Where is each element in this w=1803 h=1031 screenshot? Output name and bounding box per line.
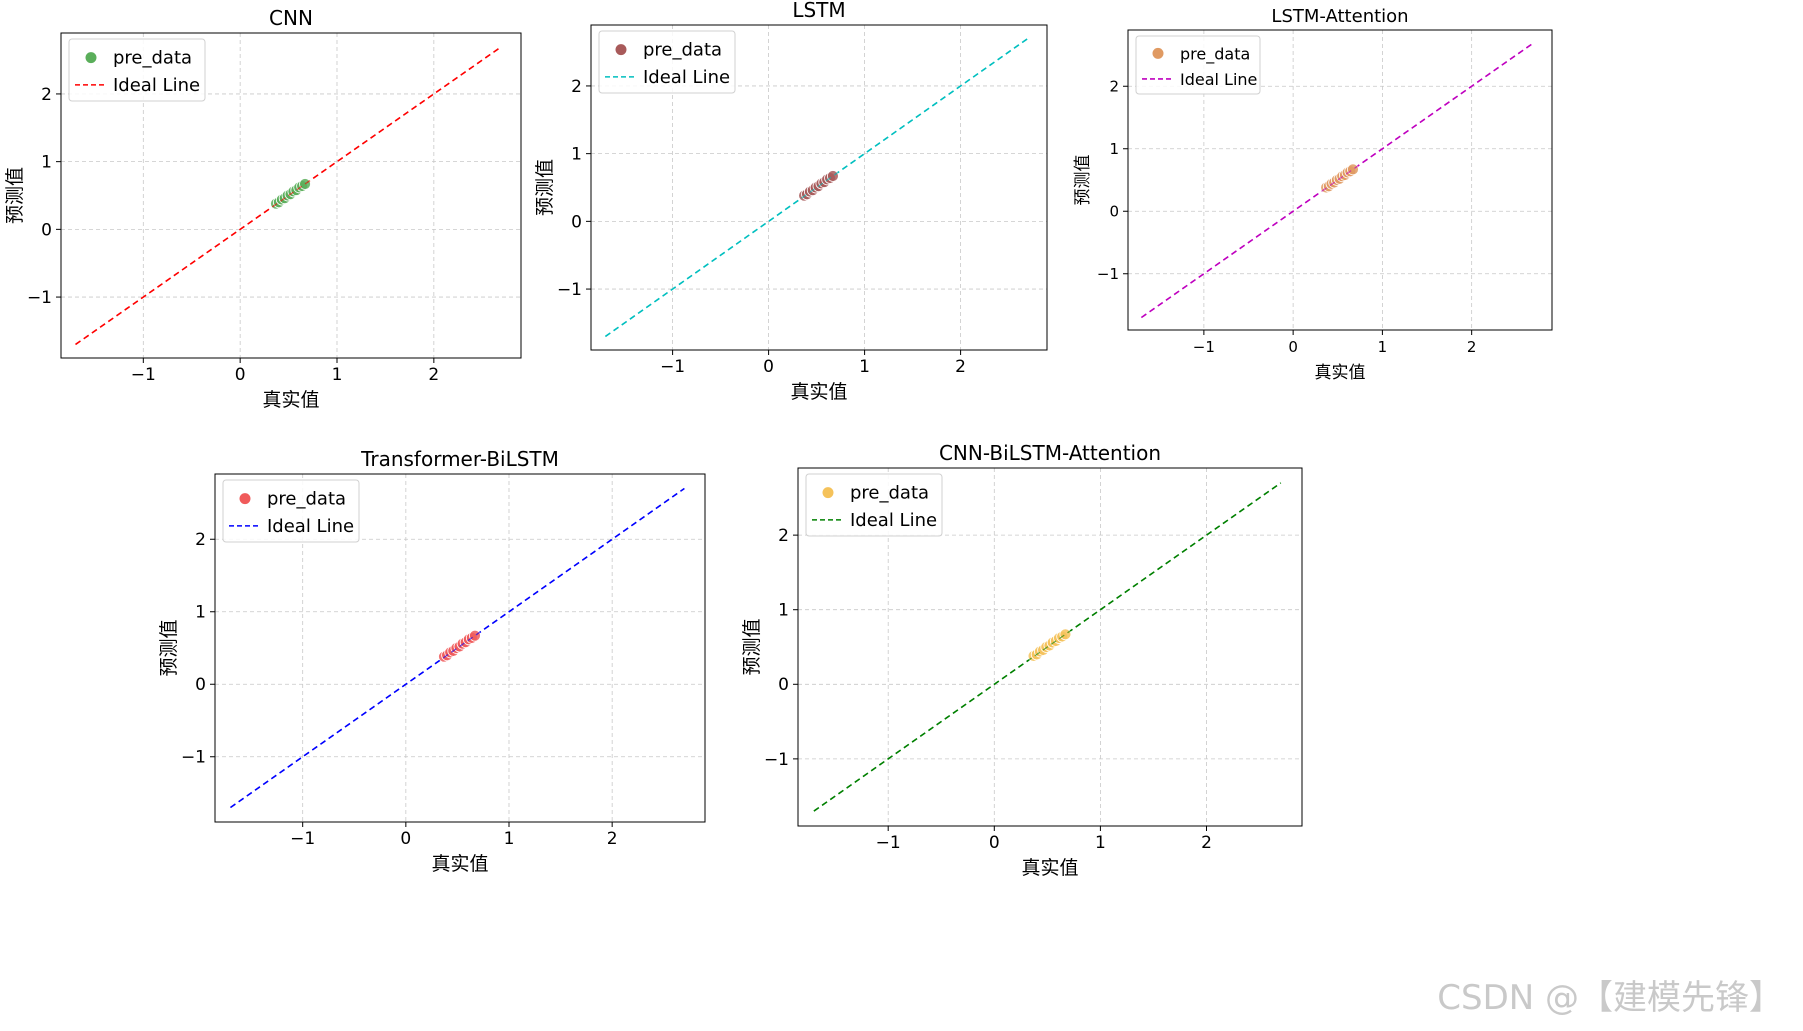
x-tick-label: −1 (876, 833, 901, 853)
x-tick-label: 2 (1467, 338, 1477, 356)
axes-frame (590, 24, 1048, 351)
ideal-line-overlay (813, 482, 1282, 812)
x-tick-label: 0 (400, 829, 411, 849)
x-tick-label: 2 (955, 357, 966, 377)
x-tick-label: −1 (1193, 338, 1215, 356)
chart-title: LSTM (792, 0, 845, 22)
chart-panel-4: −1 0 1 2 −1 0 1 2 Transformer-BiLSTM 真实值 预测值 pre_da… (158, 447, 706, 875)
y-tick-label: −1 (1097, 265, 1119, 283)
legend-label-line: Ideal Line (643, 67, 730, 88)
legend-marker-scatter (822, 487, 834, 499)
legend-label-scatter: pre_data (267, 489, 346, 510)
x-tick-label: 2 (1201, 833, 1212, 853)
data-point (1059, 628, 1072, 641)
x-tick-label: 2 (428, 365, 439, 385)
legend-label-scatter: pre_data (113, 48, 192, 69)
x-axis-label: 真实值 (790, 381, 847, 403)
y-axis-label: 预测值 (1073, 155, 1093, 206)
axes-frame (797, 467, 1303, 827)
legend: pre_data Ideal Line (598, 30, 736, 94)
x-tick-label: 1 (504, 829, 515, 849)
y-tick-label: 2 (195, 530, 206, 550)
x-tick-label: 0 (235, 365, 246, 385)
axes-frame (60, 32, 522, 359)
y-tick-label: 0 (1109, 203, 1119, 221)
chart-panel-2: −1 0 1 2 −1 0 1 2 LSTM 真实值 预测值 pre_data Ideal Line (534, 0, 1048, 403)
y-tick-label: −1 (181, 748, 206, 768)
chart-title: LSTM-Attention (1271, 6, 1408, 27)
legend-label-line: Ideal Line (1180, 70, 1257, 89)
legend: pre_data Ideal Line (222, 479, 360, 543)
x-tick-label: −1 (290, 829, 315, 849)
axes-frame (1127, 29, 1553, 331)
legend-marker-scatter (615, 44, 627, 56)
chart-panel-5: −1 0 1 2 −1 0 1 2 CNN-BiLSTM-Attention 真实值 预测值 pre_… (741, 441, 1303, 879)
y-axis-label: 预测值 (534, 159, 556, 216)
chart-panel-1: −1 0 1 2 −1 0 1 2 CNN 真实值 预测值 pre_data Ideal Line (4, 6, 522, 411)
y-tick-label: 2 (571, 77, 582, 97)
chart-title: Transformer-BiLSTM (360, 447, 559, 471)
y-tick-label: 0 (195, 675, 206, 695)
chart-title: CNN (269, 6, 313, 30)
legend-label-line: Ideal Line (113, 75, 200, 96)
ideal-line-overlay (75, 46, 502, 345)
x-tick-label: 0 (989, 833, 1000, 853)
legend-label-scatter: pre_data (1180, 44, 1250, 64)
y-tick-label: 1 (571, 145, 582, 165)
x-axis-label: 真实值 (431, 853, 488, 875)
legend-label-scatter: pre_data (643, 40, 722, 61)
ideal-line-overlay (605, 38, 1029, 337)
y-tick-label: −1 (557, 280, 582, 300)
y-tick-label: 1 (195, 603, 206, 623)
x-axis-label: 真实值 (1021, 857, 1078, 879)
y-tick-label: −1 (764, 750, 789, 770)
chart-panel-3: −1 0 1 2 −1 0 1 2 LSTM-Attention 真实值 预测值 pre_data Id… (1073, 6, 1553, 383)
legend: pre_data Ideal Line (1135, 35, 1261, 95)
y-tick-label: 0 (41, 220, 52, 240)
data-point (469, 629, 481, 642)
legend: pre_data Ideal Line (68, 38, 206, 102)
x-axis-label: 真实值 (262, 389, 319, 411)
x-tick-label: −1 (131, 365, 156, 385)
y-axis-label: 预测值 (158, 619, 180, 676)
y-tick-label: 2 (41, 85, 52, 105)
x-axis-label: 真实值 (1315, 363, 1366, 383)
x-tick-label: 0 (763, 357, 774, 377)
y-axis-label: 预测值 (741, 618, 763, 675)
y-tick-label: 0 (778, 675, 789, 695)
y-tick-label: 2 (1109, 78, 1119, 96)
y-tick-label: 0 (571, 212, 582, 232)
y-tick-label: 1 (41, 153, 52, 173)
y-tick-label: 1 (778, 601, 789, 621)
y-tick-label: 2 (778, 526, 789, 546)
axes-frame (214, 473, 706, 823)
y-tick-label: 1 (1109, 140, 1119, 158)
x-tick-label: 0 (1288, 338, 1298, 356)
legend: pre_data Ideal Line (805, 473, 943, 537)
x-tick-label: 1 (1095, 833, 1106, 853)
x-tick-label: 1 (332, 365, 343, 385)
legend-marker-scatter (85, 52, 97, 64)
y-axis-label: 预测值 (4, 167, 26, 224)
csdn-watermark: CSDN @【建模先锋】 (1437, 978, 1783, 1018)
legend-label-scatter: pre_data (850, 483, 929, 504)
x-tick-label: 1 (1378, 338, 1388, 356)
x-tick-label: −1 (660, 357, 685, 377)
ideal-line-overlay (230, 488, 685, 808)
data-point (827, 170, 839, 182)
x-tick-label: 1 (859, 357, 870, 377)
chart-title: CNN-BiLSTM-Attention (939, 441, 1161, 465)
legend-marker-scatter (239, 493, 251, 505)
x-tick-label: 2 (607, 829, 618, 849)
y-tick-label: −1 (27, 288, 52, 308)
legend-label-line: Ideal Line (850, 510, 937, 531)
legend-marker-scatter (1152, 47, 1164, 59)
data-point (1347, 163, 1359, 176)
legend-label-line: Ideal Line (267, 516, 354, 537)
